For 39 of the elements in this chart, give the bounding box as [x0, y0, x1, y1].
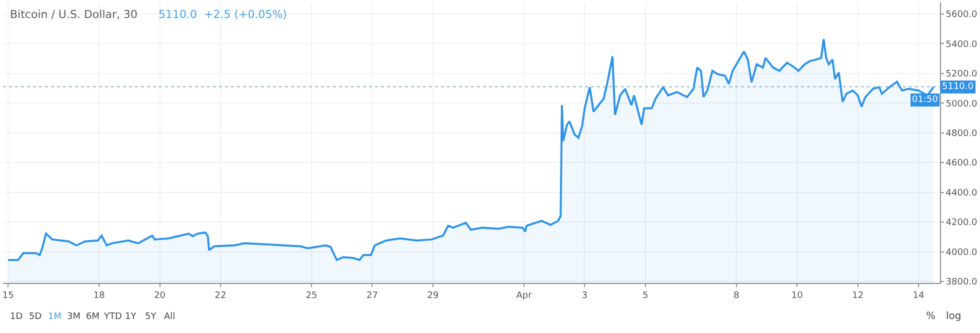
- text: Bitcoin / U.S. Dollar, 30: [10, 8, 138, 21]
- x-tick-label: 8: [734, 290, 740, 301]
- text: 3M: [67, 312, 80, 322]
- y-tick-label: 4000.0: [946, 248, 978, 258]
- x-tick-label: 25: [306, 290, 318, 301]
- x-tick-label: 3: [582, 290, 588, 301]
- x-tick-label: 18: [93, 290, 106, 301]
- y-tick-label: 5600.0: [946, 10, 978, 20]
- text: log: [946, 311, 962, 322]
- x-tick-label: 22: [214, 290, 226, 301]
- text: All: [164, 312, 176, 322]
- x-tick-label: 12: [852, 290, 864, 301]
- x-tick-label: 29: [427, 290, 439, 301]
- y-tick-label: 4200.0: [946, 218, 978, 228]
- text: 1Y: [125, 312, 137, 322]
- x-tick-label: 15: [2, 290, 14, 301]
- text: 1M: [48, 312, 62, 322]
- y-tick-label: 4600.0: [946, 158, 978, 169]
- y-tick-label: 3800.0: [946, 278, 978, 288]
- x-tick-label: 20: [154, 290, 166, 301]
- x-tick-label: 27: [366, 290, 378, 301]
- text: %: [926, 311, 936, 322]
- y-tick-label: 5200.0: [946, 70, 978, 80]
- x-tick-label: 14: [912, 290, 924, 301]
- text: 5D: [29, 312, 42, 322]
- text: YTD: [103, 312, 122, 322]
- text: 5110.0 +2.5 (+0.05%): [158, 8, 287, 21]
- y-tick-label: 5400.0: [946, 40, 978, 50]
- y-tick-label: 5000.0: [946, 99, 978, 110]
- annotation: 01:50: [912, 95, 938, 105]
- y-tick-label: 4800.0: [946, 128, 978, 139]
- x-tick-label: 5: [642, 290, 648, 301]
- x-tick-label: Apr: [516, 290, 532, 301]
- text: 5Y: [145, 312, 157, 322]
- text: 6M: [86, 312, 100, 322]
- x-tick-label: 10: [791, 290, 804, 301]
- ref-line-label: 5110.0: [942, 82, 974, 92]
- text: 1D: [10, 312, 23, 322]
- y-tick-label: 4400.0: [946, 188, 978, 198]
